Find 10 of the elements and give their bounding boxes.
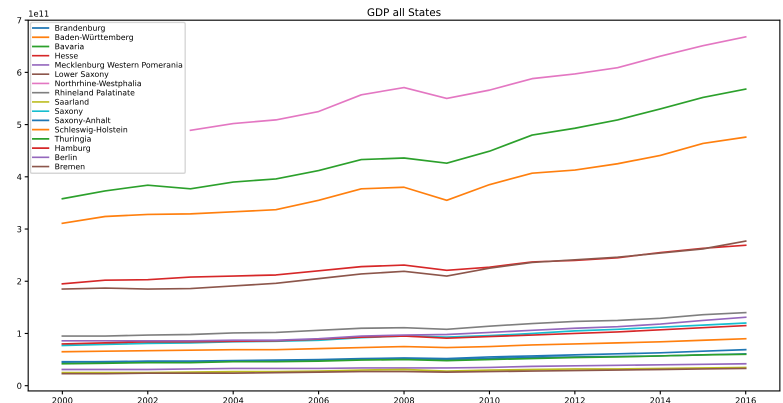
y-tick-label: 6 bbox=[17, 69, 22, 76]
y-tick-label: 0 bbox=[17, 382, 22, 389]
y-tick-label: 1 bbox=[18, 330, 22, 337]
y-tick-label: 2 bbox=[17, 278, 22, 284]
chart-title: GDP all States bbox=[368, 8, 441, 16]
text: 1e11 bbox=[29, 10, 48, 17]
y-tick-label: 5 bbox=[17, 122, 22, 128]
y-tick-label: 4 bbox=[17, 174, 22, 180]
y-tick-label: 7 bbox=[17, 17, 22, 24]
y-tick-label: 3 bbox=[17, 226, 22, 232]
